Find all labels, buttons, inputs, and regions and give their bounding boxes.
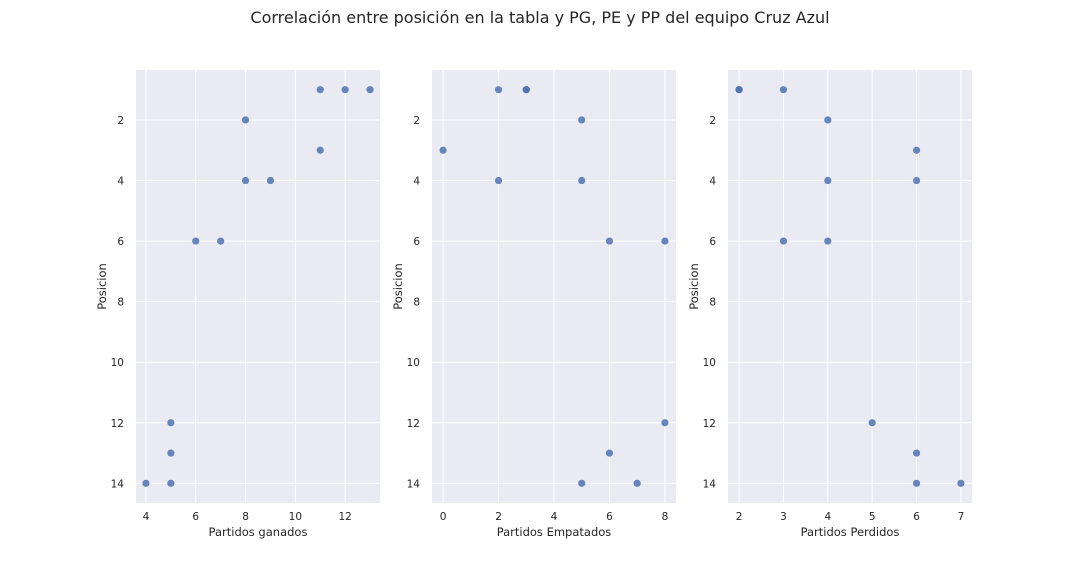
data-point <box>578 116 586 124</box>
x-axis-label: Partidos Perdidos <box>801 525 900 539</box>
data-point <box>912 479 921 487</box>
data-point <box>494 86 503 94</box>
x-tick-label: 8 <box>242 511 249 523</box>
x-tick-label: 3 <box>780 511 787 523</box>
y-tick-label: 6 <box>413 236 420 248</box>
data-point <box>633 479 641 487</box>
x-tick-label: 6 <box>192 511 199 523</box>
x-tick-label: 8 <box>662 511 669 523</box>
x-tick-label: 4 <box>824 511 831 523</box>
x-tick-label: 12 <box>338 511 351 523</box>
figure-title: Correlación entre posición en la tabla y… <box>250 8 830 27</box>
x-tick-label: 2 <box>736 511 743 523</box>
x-tick-label: 4 <box>143 511 150 523</box>
data-point <box>142 479 150 487</box>
y-tick-label: 2 <box>413 115 420 127</box>
y-tick-label: 14 <box>111 478 125 490</box>
data-point <box>605 449 614 457</box>
x-tick-label: 7 <box>958 511 965 523</box>
plot-area-3 <box>728 70 972 503</box>
data-point <box>341 86 349 94</box>
data-point <box>266 176 275 185</box>
data-point <box>522 86 530 94</box>
x-tick-label: 6 <box>606 511 613 523</box>
data-point <box>167 419 175 427</box>
y-tick-label: 10 <box>111 357 124 369</box>
data-point <box>316 146 324 154</box>
data-point <box>217 237 225 245</box>
y-tick-label: 10 <box>703 357 716 369</box>
data-point <box>241 176 250 185</box>
y-tick-label: 6 <box>117 236 124 248</box>
y-tick-label: 4 <box>709 176 716 188</box>
x-tick-label: 5 <box>869 511 876 523</box>
x-tick-label: 6 <box>913 511 920 523</box>
data-point <box>824 116 832 124</box>
y-tick-label: 8 <box>709 297 716 309</box>
data-point <box>912 146 921 154</box>
data-point <box>957 479 965 487</box>
x-tick-label: 0 <box>440 511 447 523</box>
data-point <box>824 237 832 245</box>
data-point <box>735 86 743 94</box>
data-point <box>824 176 832 185</box>
y-tick-label: 2 <box>117 115 124 127</box>
y-tick-label: 10 <box>407 357 420 369</box>
data-point <box>661 419 669 427</box>
y-tick-label: 12 <box>703 418 716 430</box>
x-tick-label: 2 <box>495 511 502 523</box>
data-point <box>167 449 175 457</box>
y-axis-label: Posicion <box>687 263 701 310</box>
data-point <box>241 116 250 124</box>
data-point <box>578 479 586 487</box>
data-point <box>578 176 586 185</box>
data-point <box>605 237 614 245</box>
data-point <box>167 479 175 487</box>
y-tick-label: 12 <box>407 418 420 430</box>
y-tick-label: 14 <box>703 478 717 490</box>
y-axis-label: Posicion <box>391 263 405 310</box>
data-point <box>779 237 788 245</box>
plot-area-1 <box>136 70 380 503</box>
y-tick-label: 4 <box>117 176 124 188</box>
data-point <box>316 86 324 94</box>
y-tick-label: 6 <box>709 236 716 248</box>
data-point <box>661 237 669 245</box>
x-tick-label: 10 <box>289 511 302 523</box>
y-tick-label: 2 <box>709 115 716 127</box>
y-tick-label: 14 <box>407 478 421 490</box>
data-point <box>366 86 374 94</box>
x-axis-label: Partidos ganados <box>209 525 308 539</box>
data-point <box>912 449 921 457</box>
x-tick-label: 4 <box>551 511 558 523</box>
x-axis-label: Partidos Empatados <box>497 525 612 539</box>
data-point <box>912 176 921 185</box>
y-tick-label: 8 <box>413 297 420 309</box>
y-tick-label: 12 <box>111 418 124 430</box>
data-point <box>779 86 788 94</box>
y-tick-label: 4 <box>413 176 420 188</box>
y-tick-label: 8 <box>117 297 124 309</box>
data-point <box>868 419 876 427</box>
data-point <box>192 237 200 245</box>
data-point <box>494 176 503 185</box>
data-point <box>439 146 447 154</box>
y-axis-label: Posicion <box>95 263 109 310</box>
